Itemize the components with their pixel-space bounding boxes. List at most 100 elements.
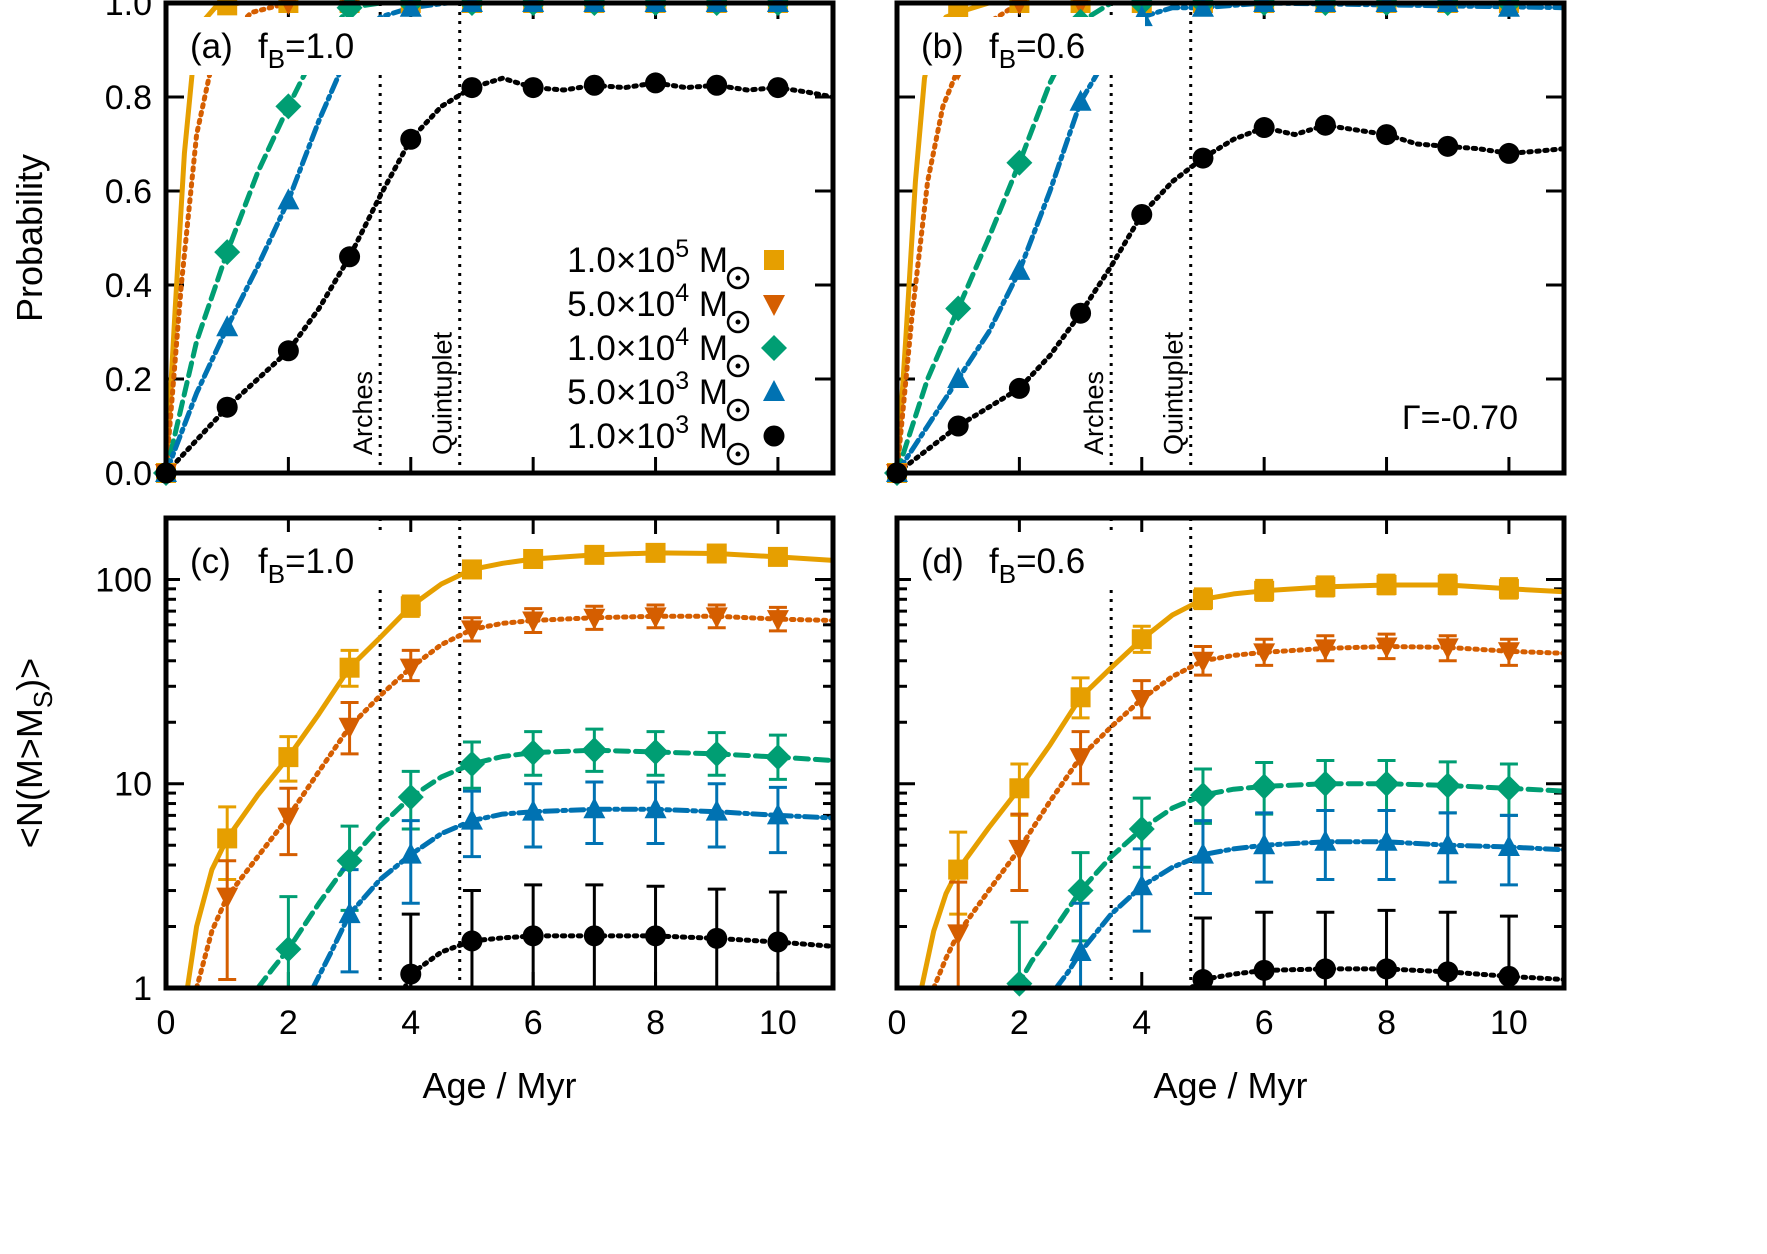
panel-label-background xyxy=(911,17,1145,75)
legend-label: 1.0×104 M xyxy=(567,323,728,368)
x-tick-label: 0 xyxy=(157,1004,176,1042)
x-tick-label: 6 xyxy=(524,1004,543,1042)
reference-label: Quintuplet xyxy=(428,331,458,455)
data-point xyxy=(1437,961,1459,983)
data-point xyxy=(767,546,788,567)
y-tick-label: 0.2 xyxy=(105,361,152,399)
reference-label: Quintuplet xyxy=(1159,331,1189,455)
x-tick-label: 10 xyxy=(759,1004,797,1042)
panel-label: (a) xyxy=(190,27,233,66)
series-line xyxy=(255,747,833,988)
data-point xyxy=(1192,589,1213,610)
data-point xyxy=(583,74,605,96)
fb-label: fB=1.0 xyxy=(258,542,354,589)
data-point xyxy=(1498,578,1519,599)
x-tick-label: 4 xyxy=(1132,1004,1151,1042)
data-point xyxy=(1314,114,1336,136)
panel-label: (b) xyxy=(921,27,964,66)
data-point xyxy=(1314,958,1336,980)
data-point xyxy=(399,658,422,680)
panel-d: 0 2 4 6 8 10 (d) fB=0.6 Age / Myr xyxy=(888,515,1567,1106)
data-point xyxy=(217,828,238,849)
data-point xyxy=(1009,778,1030,799)
data-point xyxy=(523,548,544,569)
data-point xyxy=(336,847,363,874)
series-line xyxy=(1013,781,1564,988)
data-point xyxy=(339,246,361,268)
data-point xyxy=(705,799,728,821)
data-point xyxy=(1253,833,1276,855)
data-point xyxy=(461,930,483,952)
sun-symbol xyxy=(726,398,750,422)
data-point xyxy=(947,415,969,437)
data-point xyxy=(1069,89,1092,111)
data-point xyxy=(216,396,238,418)
legend-marker xyxy=(763,295,785,316)
data-point xyxy=(1191,651,1214,673)
legend-label: 1.0×105 M xyxy=(567,235,728,280)
x-tick-label: 2 xyxy=(279,1004,298,1042)
plot-frame xyxy=(163,0,836,476)
data-point xyxy=(1434,772,1461,799)
data-point xyxy=(1191,842,1214,864)
data-point xyxy=(1498,965,1520,987)
data-point xyxy=(766,803,789,825)
data-point xyxy=(1192,969,1214,991)
series-line xyxy=(166,3,833,473)
data-point xyxy=(584,544,605,565)
legend-label: 5.0×104 M xyxy=(567,279,728,324)
data-point xyxy=(1189,782,1216,809)
data-point xyxy=(583,925,605,947)
data-point xyxy=(1006,970,1033,997)
x-axis-label: Age / Myr xyxy=(1153,1065,1307,1106)
data-point xyxy=(1498,142,1520,164)
data-point xyxy=(1131,204,1153,225)
fb-label: fB=1.0 xyxy=(258,27,354,74)
legend-label: 5.0×103 M xyxy=(567,367,728,412)
data-point xyxy=(400,963,422,985)
data-point xyxy=(1008,258,1031,280)
data-point xyxy=(1314,639,1337,661)
data-point xyxy=(1069,748,1092,770)
data-point xyxy=(1373,770,1400,797)
legend: 1.0×105 M5.0×104 M1.0×104 M5.0×103 M1.0×… xyxy=(567,235,787,466)
sun-symbol-dot xyxy=(735,275,741,281)
data-point xyxy=(1436,833,1459,855)
data-point xyxy=(764,744,791,771)
x-tick-label: 0 xyxy=(888,1004,907,1042)
data-point xyxy=(397,784,424,811)
sun-symbol-dot xyxy=(735,319,741,325)
panel-label: (d) xyxy=(921,542,964,581)
data-point xyxy=(1376,124,1398,146)
panel-label-background xyxy=(180,532,414,590)
data-point xyxy=(1253,959,1275,981)
data-point xyxy=(1070,302,1092,324)
data-point xyxy=(706,927,728,949)
data-point xyxy=(706,74,728,96)
gamma-annotation: Γ=-0.70 xyxy=(1402,399,1518,437)
data-point xyxy=(460,808,483,830)
data-point xyxy=(400,128,422,150)
data-point xyxy=(460,620,483,642)
sun-symbol xyxy=(726,266,750,290)
series-line xyxy=(166,75,833,473)
data-point xyxy=(945,295,972,322)
data-point xyxy=(1376,958,1398,980)
y-tick-label: 0.0 xyxy=(105,455,152,493)
data-point xyxy=(581,737,608,764)
data-point xyxy=(214,239,241,266)
series-line xyxy=(194,613,833,988)
data-point xyxy=(275,93,302,120)
data-point xyxy=(1008,839,1031,861)
data-point xyxy=(339,657,360,678)
data-point xyxy=(400,596,421,617)
data-point xyxy=(642,739,669,766)
sun-symbol xyxy=(726,442,750,466)
data-point xyxy=(461,77,483,99)
plot-frame xyxy=(894,515,1567,991)
reference-label: Arches xyxy=(348,371,378,455)
data-point xyxy=(522,799,545,821)
data-point xyxy=(1376,574,1397,595)
series-line xyxy=(1053,839,1564,988)
x-tick-label: 10 xyxy=(1490,1004,1528,1042)
